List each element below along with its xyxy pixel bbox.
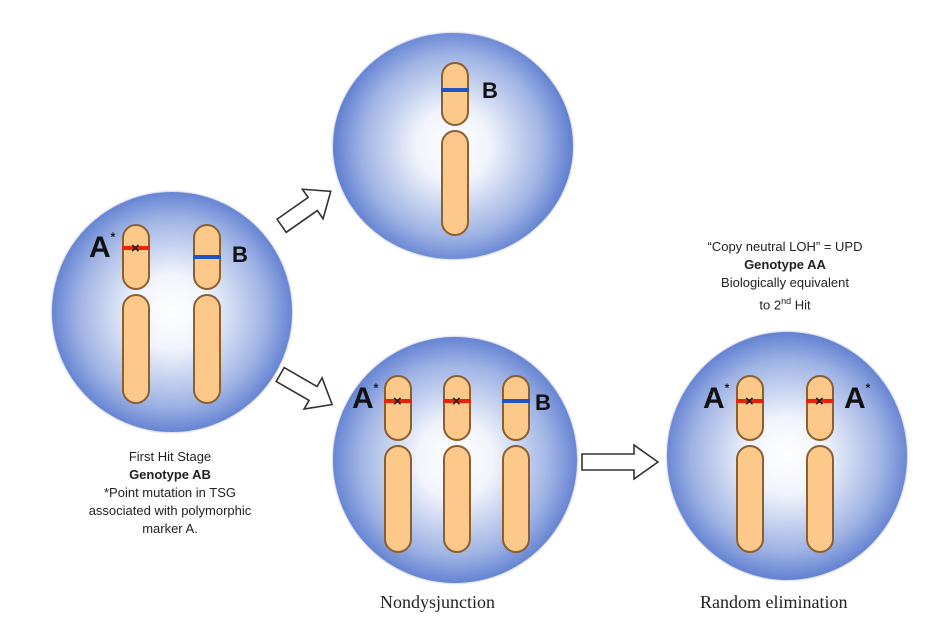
chromosome-a-mutant: × (736, 375, 764, 553)
marker-band-b (441, 88, 469, 92)
chromosome-a-mutant: × (122, 224, 150, 404)
stage-label-nondisjunction: Nondysjunction (380, 592, 495, 612)
arrow-right-icon (581, 443, 660, 481)
marker-a-star: A* (352, 381, 379, 415)
chromosome-a-mutant: × (443, 375, 471, 553)
marker-a-star: A* (844, 381, 871, 415)
chromosome-a-mutant: × (806, 375, 834, 553)
marker-b: B (535, 390, 551, 415)
marker-b: B (482, 78, 498, 103)
marker-band-b (193, 255, 221, 259)
caption-stage: First Hit Stage (128, 449, 212, 464)
marker-band-b (502, 399, 530, 403)
arrow-right-icon (275, 366, 334, 411)
mutation-x-icon: × (815, 393, 824, 410)
marker-b: B (232, 242, 248, 267)
first-hit-caption: First Hit Stage Genotype AB *Point mutat… (40, 448, 300, 538)
upd-caption: “Copy neutral LOH” = UPD Genotype AA Bio… (660, 238, 910, 314)
mutation-band (736, 399, 764, 403)
chromosome-b (193, 224, 221, 404)
mutation-band (443, 399, 471, 403)
marker-a-star: A* (703, 381, 730, 415)
chromosome-b (441, 62, 469, 236)
arrow-right-icon (275, 188, 332, 234)
caption-equivalent: Biologically equivalent (721, 275, 849, 290)
caption-note-3: marker A. (142, 521, 198, 536)
mutation-x-icon: × (745, 393, 754, 410)
caption-genotype: Genotype AB (129, 467, 211, 482)
mutation-band (806, 399, 834, 403)
mutation-x-icon: × (452, 393, 461, 410)
mutation-x-icon: × (393, 393, 402, 410)
mutation-band (122, 246, 150, 250)
chromosome-a-mutant: × (384, 375, 412, 553)
caption-genotype: Genotype AA (744, 257, 826, 272)
chromosome-b (502, 375, 530, 553)
mutation-band (384, 399, 412, 403)
caption-upd: “Copy neutral LOH” = UPD (707, 239, 863, 254)
caption-note-1: *Point mutation in TSG (104, 485, 236, 500)
cell-random-elimination (667, 332, 907, 580)
stage-label-random-elimination: Random elimination (700, 592, 848, 612)
caption-second-hit: to 2nd Hit (759, 296, 811, 313)
mutation-x-icon: × (131, 240, 140, 257)
marker-a-star: A* (89, 230, 116, 264)
cell-first-hit (52, 192, 292, 432)
caption-note-2: associated with polymorphic (88, 503, 252, 518)
